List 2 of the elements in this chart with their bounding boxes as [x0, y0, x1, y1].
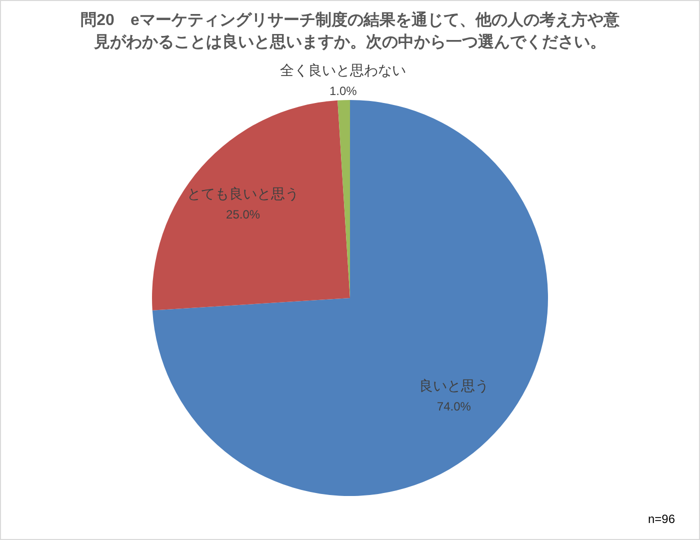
annotation: n=96	[648, 512, 675, 526]
title: 問20 eマーケティングリサーチ制度の結果を通じて、他の人の考え方や意見がわかることは良いと思いますか。次の中から一つ選んでください。	[80, 12, 620, 51]
